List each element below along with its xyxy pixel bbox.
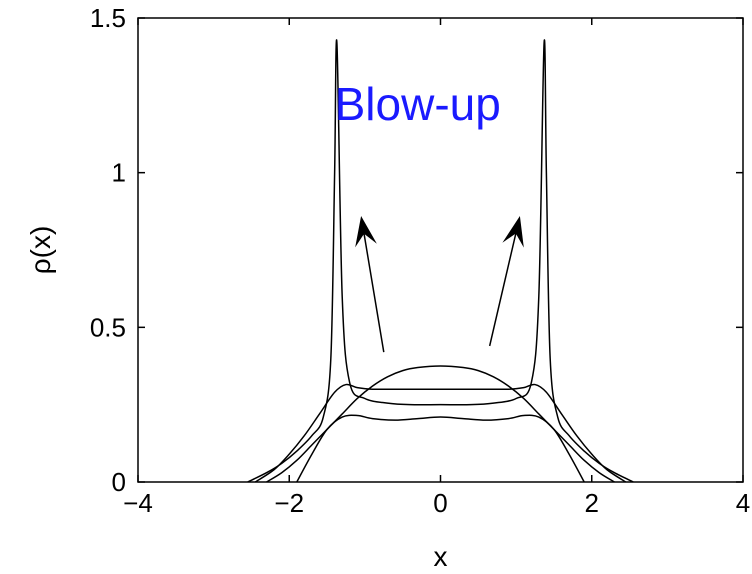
arrow-layer (355, 215, 524, 353)
series-line-2 (254, 383, 627, 483)
x-axis-label: x (434, 541, 448, 572)
series-line-3 (247, 39, 634, 483)
series-line-4 (296, 414, 585, 483)
y-axis-label: ρ(x) (25, 226, 56, 275)
tick-layer: −4 −2 0 2 4 0 0.5 1 1.5 (90, 3, 750, 518)
x-tick-label: −2 (274, 488, 304, 518)
y-tick-label: 0 (112, 467, 126, 497)
arrow-shaft-2 (488, 233, 517, 347)
y-tick-label: 0.5 (90, 312, 126, 342)
blow-up-annotation: Blow-up (335, 78, 501, 130)
x-tick-label: 2 (585, 488, 599, 518)
x-tick-label: −4 (123, 488, 153, 518)
y-tick-label: 1.5 (90, 3, 126, 33)
arrow-head-1 (355, 215, 377, 248)
arrow-shaft-1 (363, 233, 385, 353)
x-tick-label: 4 (736, 488, 750, 518)
series-layer (247, 39, 634, 483)
y-tick-label: 1 (112, 158, 126, 188)
series-line-1 (266, 365, 615, 483)
x-tick-label: 0 (433, 488, 447, 518)
arrow-head-2 (502, 215, 524, 248)
